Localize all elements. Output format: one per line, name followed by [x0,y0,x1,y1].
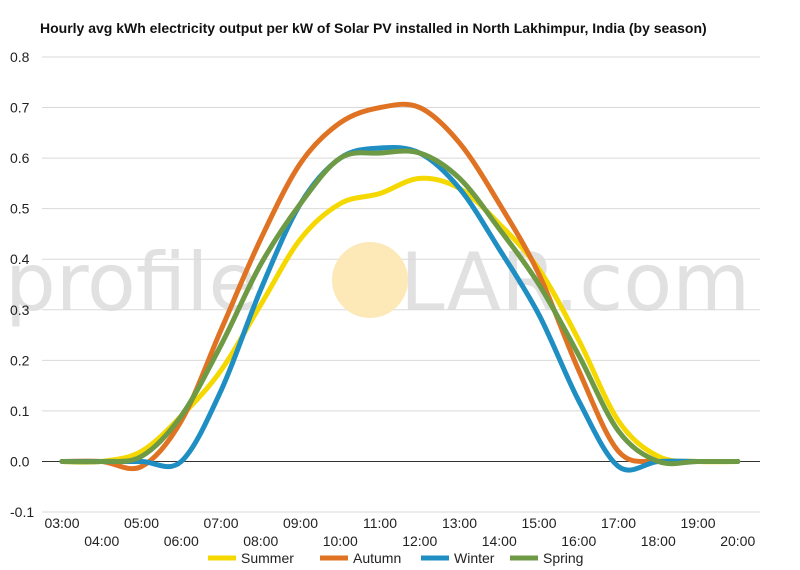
x-tick-label: 12:00 [402,533,437,549]
watermark-text-left: profile [5,236,258,329]
y-tick-label: -0.1 [10,504,34,520]
legend-label: Winter [454,550,495,566]
y-tick-label: 0.3 [10,302,30,318]
legend-label: Autumn [353,550,401,566]
y-tick-label: 0.7 [10,100,30,116]
x-tick-label: 15:00 [521,515,556,531]
y-tick-label: 0.0 [10,453,30,469]
watermark: profile LAR.com [5,236,750,329]
x-tick-label: 11:00 [363,515,397,531]
x-tick-label: 07:00 [203,515,238,531]
x-tick-label: 08:00 [243,533,278,549]
x-tick-label: 17:00 [601,515,636,531]
y-axis-ticks: -0.1 0.0 0.1 0.2 0.3 0.4 0.5 0.6 0.7 0.8 [10,49,34,520]
y-tick-label: 0.8 [10,49,30,65]
y-tick-label: 0.1 [10,403,30,419]
legend-label: Spring [543,550,583,566]
legend: Summer Autumn Winter Spring [208,550,583,566]
x-tick-label: 16:00 [561,533,596,549]
chart-title: Hourly avg kWh electricity output per kW… [40,20,707,36]
watermark-text-right: LAR.com [400,236,750,329]
y-tick-label: 0.5 [10,201,30,217]
watermark-sun-icon [332,242,408,318]
x-tick-label: 20:00 [720,533,755,549]
x-tick-label: 06:00 [164,533,199,549]
series-line-spring [59,148,741,467]
y-tick-label: 0.2 [10,352,30,368]
y-tick-label: 0.4 [10,251,30,267]
x-tick-label: 09:00 [283,515,318,531]
x-tick-label: 14:00 [482,533,517,549]
x-tick-label: 19:00 [680,515,715,531]
legend-label: Summer [241,550,294,566]
series-line-autumn [59,101,741,472]
x-tick-label: 18:00 [641,533,676,549]
x-tick-label: 04:00 [84,533,119,549]
x-tick-label: 03:00 [44,515,79,531]
series-line-winter [59,144,741,473]
series-lines [59,101,741,473]
x-tick-label: 10:00 [323,533,358,549]
x-tick-label: 13:00 [442,515,477,531]
x-tick-label: 05:00 [124,515,159,531]
y-tick-label: 0.6 [10,150,30,166]
